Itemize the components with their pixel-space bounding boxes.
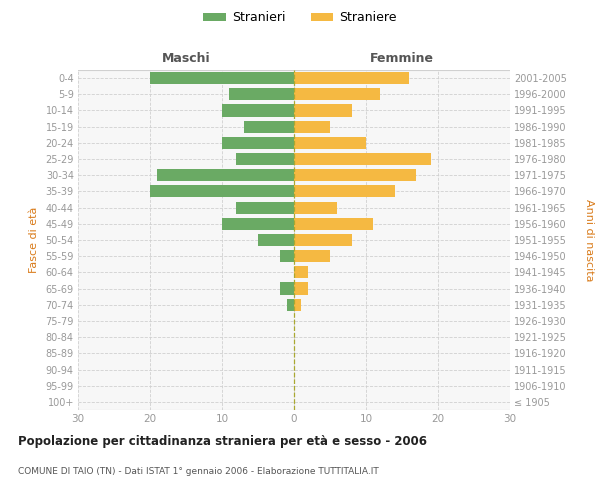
Bar xyxy=(150,72,294,84)
Bar xyxy=(294,153,431,165)
Bar xyxy=(287,298,294,311)
Bar xyxy=(222,137,294,149)
Bar xyxy=(244,120,294,132)
Bar xyxy=(236,202,294,213)
Bar xyxy=(294,137,366,149)
Bar xyxy=(280,282,294,294)
Bar xyxy=(222,218,294,230)
Bar xyxy=(157,169,294,181)
Bar xyxy=(294,72,409,84)
Legend: Stranieri, Straniere: Stranieri, Straniere xyxy=(198,6,402,29)
Y-axis label: Fasce di età: Fasce di età xyxy=(29,207,38,273)
Bar xyxy=(294,234,352,246)
Bar xyxy=(229,88,294,101)
Bar xyxy=(294,88,380,101)
Bar xyxy=(294,169,416,181)
Bar xyxy=(258,234,294,246)
Text: Femmine: Femmine xyxy=(370,52,434,65)
Bar xyxy=(294,250,330,262)
Text: Maschi: Maschi xyxy=(161,52,211,65)
Bar xyxy=(294,298,301,311)
Text: Popolazione per cittadinanza straniera per età e sesso - 2006: Popolazione per cittadinanza straniera p… xyxy=(18,435,427,448)
Y-axis label: Anni di nascita: Anni di nascita xyxy=(584,198,594,281)
Bar xyxy=(294,104,352,117)
Bar xyxy=(236,153,294,165)
Bar xyxy=(150,186,294,198)
Bar xyxy=(294,266,308,278)
Bar xyxy=(222,104,294,117)
Bar xyxy=(294,186,395,198)
Bar xyxy=(280,250,294,262)
Text: COMUNE DI TAIO (TN) - Dati ISTAT 1° gennaio 2006 - Elaborazione TUTTITALIA.IT: COMUNE DI TAIO (TN) - Dati ISTAT 1° genn… xyxy=(18,468,379,476)
Bar xyxy=(294,218,373,230)
Bar xyxy=(294,120,330,132)
Bar xyxy=(294,282,308,294)
Bar xyxy=(294,202,337,213)
